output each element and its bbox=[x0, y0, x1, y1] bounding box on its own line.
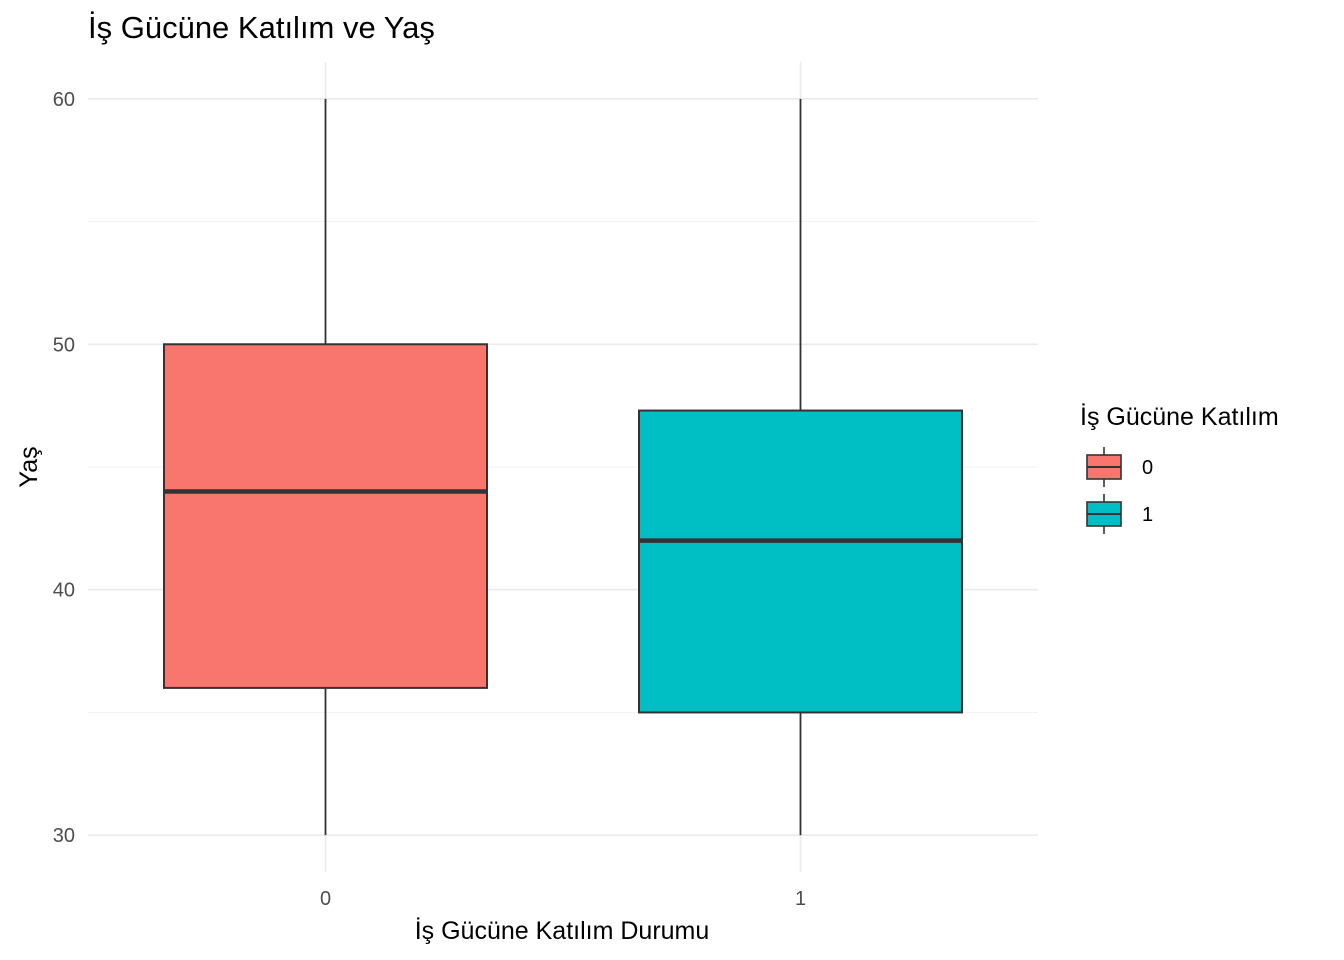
box-iqr bbox=[163, 343, 488, 689]
x-axis-title: İş Gücüne Katılım Durumu bbox=[415, 916, 710, 945]
box-iqr bbox=[638, 409, 963, 714]
y-tick-label: 40 bbox=[53, 580, 75, 602]
legend-title: İş Gücüne Katılım bbox=[1080, 402, 1279, 431]
x-tick-label: 1 bbox=[795, 888, 806, 910]
box-1 bbox=[638, 98, 963, 836]
chart-title: İş Gücüne Katılım ve Yaş bbox=[88, 10, 435, 45]
y-axis-ticks: 30 40 50 60 bbox=[53, 89, 75, 847]
box-group bbox=[163, 98, 963, 836]
y-axis-title: Yaş bbox=[15, 446, 43, 487]
y-tick-label: 60 bbox=[53, 89, 75, 111]
box-0 bbox=[163, 98, 488, 836]
legend-entry-1: 1 bbox=[1086, 494, 1153, 534]
legend-label: 0 bbox=[1142, 457, 1153, 479]
legend: İş Gücüne Katılım 0 1 bbox=[1080, 402, 1279, 534]
legend-entry-0: 0 bbox=[1086, 447, 1153, 487]
x-tick-label: 0 bbox=[320, 888, 331, 910]
legend-label: 1 bbox=[1142, 504, 1153, 526]
y-tick-label: 50 bbox=[53, 334, 75, 356]
y-tick-label: 30 bbox=[53, 825, 75, 847]
